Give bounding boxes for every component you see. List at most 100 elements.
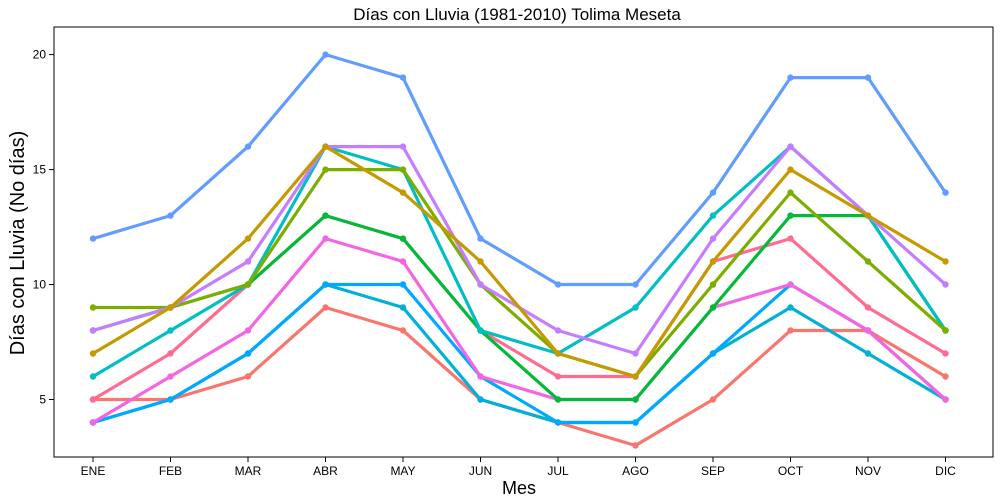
data-point	[787, 327, 794, 334]
data-point	[167, 304, 174, 311]
data-point	[632, 396, 639, 403]
data-point	[399, 304, 407, 311]
data-point	[399, 189, 407, 196]
data-point	[632, 350, 639, 357]
data-point	[399, 74, 407, 81]
series-line	[91, 214, 948, 402]
x-axis: ENE FEB MAR ABR MAY JUN JUL AGO SEP OCT NOV DIC	[81, 457, 956, 478]
data-point	[399, 327, 407, 334]
x-tick-label: ENE	[81, 464, 106, 478]
x-tick-label: SEP	[701, 464, 725, 478]
data-point	[709, 396, 717, 403]
x-tick-label: ABR	[313, 464, 338, 478]
data-point	[399, 143, 407, 150]
data-point	[709, 235, 717, 242]
y-axis-label: Días con Lluvia (No días)	[7, 131, 29, 356]
data-point	[167, 212, 174, 219]
data-point	[787, 74, 794, 81]
x-tick-label: FEB	[159, 464, 182, 478]
data-point	[89, 373, 97, 380]
series-line	[91, 168, 948, 379]
data-point	[244, 327, 252, 334]
data-point	[477, 373, 484, 380]
data-point	[554, 419, 562, 426]
data-point	[709, 350, 717, 357]
data-point	[787, 235, 794, 242]
data-point	[709, 189, 717, 196]
data-point	[399, 281, 407, 288]
data-point	[244, 143, 252, 150]
data-point	[632, 304, 639, 311]
data-point	[709, 212, 717, 219]
x-tick-label: AGO	[622, 464, 649, 478]
data-point	[322, 304, 329, 311]
data-point	[942, 189, 949, 196]
x-axis-label: Mes	[502, 478, 536, 498]
series-line	[91, 52, 948, 287]
data-point	[554, 350, 562, 357]
x-tick-label: NOV	[855, 464, 881, 478]
data-point	[477, 396, 484, 403]
data-point	[632, 373, 639, 380]
data-point	[167, 327, 174, 334]
plot-panel	[53, 26, 994, 458]
data-point	[864, 350, 872, 357]
data-point	[477, 235, 484, 242]
data-point	[554, 327, 562, 334]
data-point	[787, 304, 794, 311]
data-point	[864, 304, 872, 311]
data-point	[942, 350, 949, 357]
data-point	[632, 419, 639, 426]
data-point	[942, 327, 949, 334]
data-point	[787, 212, 794, 219]
series-group	[89, 51, 949, 449]
data-point	[942, 396, 949, 403]
y-tick-label: 10	[33, 278, 47, 292]
data-point	[399, 166, 407, 173]
data-point	[632, 442, 639, 449]
data-point	[632, 281, 639, 288]
data-point	[942, 281, 949, 288]
data-point	[89, 396, 97, 403]
y-tick-label: 20	[33, 48, 47, 62]
data-point	[554, 396, 562, 403]
series-line	[91, 145, 948, 379]
data-point	[89, 419, 97, 426]
data-point	[709, 304, 717, 311]
data-point	[864, 74, 872, 81]
data-point	[89, 235, 97, 242]
data-point	[787, 143, 794, 150]
x-tick-label: OCT	[778, 464, 804, 478]
data-point	[244, 373, 252, 380]
data-point	[322, 51, 329, 58]
data-point	[167, 350, 174, 357]
y-tick-label: 5	[39, 393, 46, 407]
data-point	[322, 235, 329, 242]
series-11	[89, 51, 949, 288]
data-point	[244, 235, 252, 242]
data-point	[477, 258, 484, 265]
data-point	[787, 281, 794, 288]
x-tick-label: JUL	[547, 464, 569, 478]
data-point	[787, 166, 794, 173]
data-point	[709, 258, 717, 265]
x-tick-label: MAY	[390, 464, 415, 478]
x-tick-label: MAR	[235, 464, 262, 478]
data-point	[399, 235, 407, 242]
data-point	[942, 258, 949, 265]
x-tick-label: JUN	[469, 464, 492, 478]
data-point	[787, 189, 794, 196]
data-point	[554, 281, 562, 288]
data-point	[322, 281, 329, 288]
data-point	[322, 166, 329, 173]
data-point	[864, 327, 872, 334]
data-point	[244, 281, 252, 288]
chart-title: Días con Lluvia (1981-2010) Tolima Meset…	[353, 5, 681, 24]
data-point	[89, 350, 97, 357]
series-line	[91, 305, 948, 448]
data-point	[709, 281, 717, 288]
data-point	[167, 396, 174, 403]
y-axis: 5 10 15 20	[33, 48, 54, 407]
data-point	[244, 350, 252, 357]
